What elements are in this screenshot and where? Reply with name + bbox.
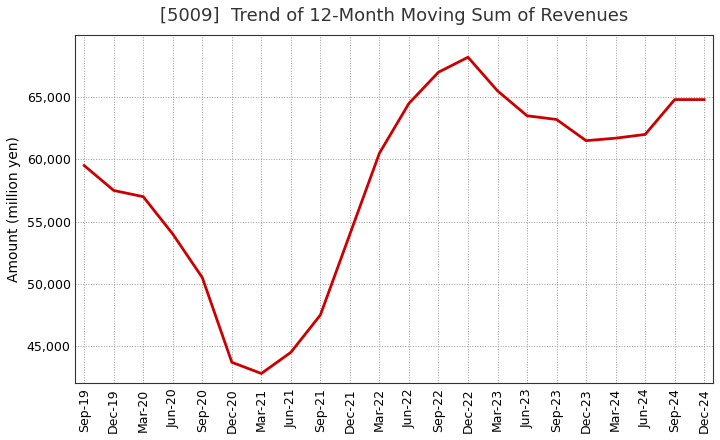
Y-axis label: Amount (million yen): Amount (million yen) bbox=[7, 136, 21, 282]
Title: [5009]  Trend of 12-Month Moving Sum of Revenues: [5009] Trend of 12-Month Moving Sum of R… bbox=[160, 7, 629, 25]
